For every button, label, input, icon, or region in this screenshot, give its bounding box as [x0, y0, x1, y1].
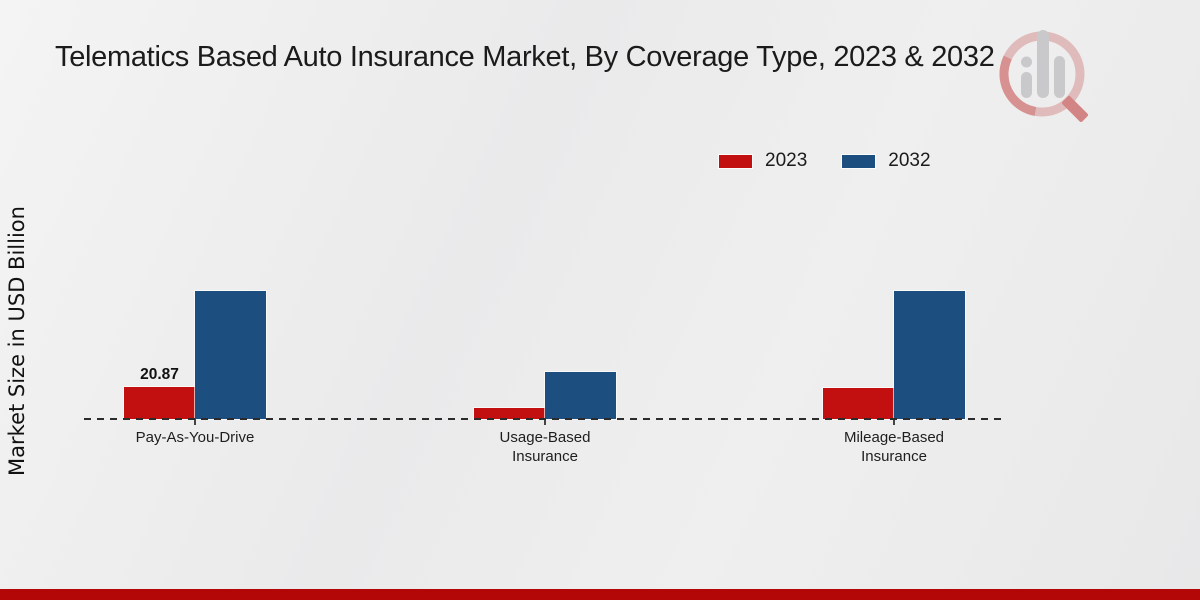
bar-2023-pay-as-you-drive: [124, 387, 195, 419]
legend-item-2032: 2032: [842, 150, 931, 172]
legend-swatch-2023: [719, 154, 752, 168]
legend-label: 2032: [888, 150, 931, 171]
legend-swatch-2032: [842, 154, 876, 168]
x-axis-category-label-usage-based-insurance: Usage-Based Insurance: [499, 429, 591, 465]
bar-2032-mileage-based-insurance: [894, 291, 965, 419]
bar-value-label: 20.87: [140, 366, 179, 383]
bar-2023-mileage-based-insurance: [823, 388, 894, 419]
footer-accent-bar: [0, 589, 1200, 600]
y-axis-label: Market Size in USD Billion: [5, 206, 29, 476]
legend-label: 2023: [765, 150, 808, 171]
bar-2023-usage-based-insurance: [474, 408, 545, 419]
x-axis-baseline: [84, 418, 1007, 420]
bar-2032-pay-as-you-drive: [195, 291, 266, 419]
x-axis-tick: [544, 419, 546, 425]
legend: 2023 2032: [719, 150, 931, 172]
x-axis-tick: [194, 419, 196, 425]
chart-title: Telematics Based Auto Insurance Market, …: [55, 41, 995, 73]
x-axis-tick: [893, 419, 895, 425]
market-research-future-logo-watermark: [999, 30, 1088, 122]
x-axis-category-label-mileage-based-insurance: Mileage-Based Insurance: [843, 429, 945, 465]
legend-item-2023: 2023: [719, 150, 807, 172]
x-axis-category-label-pay-as-you-drive: Pay-As-You-Drive: [135, 429, 255, 446]
bar-2032-usage-based-insurance: [545, 372, 616, 419]
